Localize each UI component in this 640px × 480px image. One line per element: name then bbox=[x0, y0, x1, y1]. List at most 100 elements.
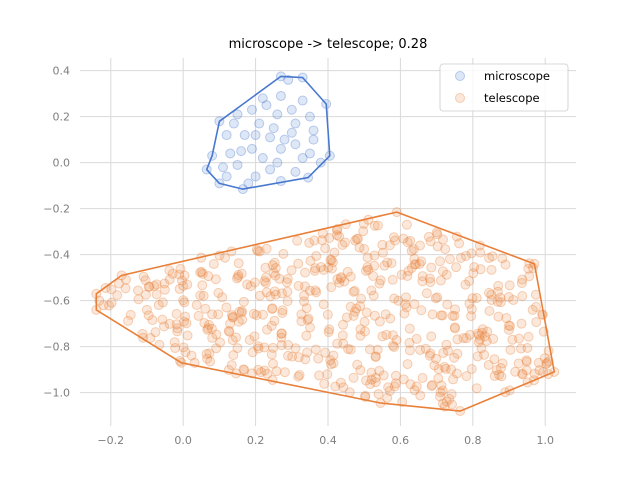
data-point-telescope bbox=[468, 268, 479, 279]
data-point-telescope bbox=[320, 243, 331, 254]
data-point-telescope bbox=[409, 299, 420, 310]
data-point-telescope bbox=[304, 285, 315, 296]
data-point-telescope bbox=[238, 296, 249, 307]
data-point-telescope bbox=[150, 327, 161, 338]
data-point-telescope bbox=[180, 347, 191, 358]
data-point-telescope bbox=[151, 289, 162, 300]
data-point-telescope bbox=[266, 320, 277, 331]
data-point-microscope bbox=[232, 159, 243, 170]
data-point-telescope bbox=[449, 310, 460, 321]
data-point-telescope bbox=[238, 364, 249, 375]
data-point-telescope bbox=[186, 350, 197, 361]
data-point-telescope bbox=[409, 385, 420, 396]
data-point-telescope bbox=[278, 248, 289, 259]
data-point-microscope bbox=[257, 153, 268, 164]
data-point-telescope bbox=[399, 308, 410, 319]
data-point-telescope bbox=[389, 341, 400, 352]
data-point-microscope bbox=[290, 139, 301, 150]
data-point-telescope bbox=[277, 307, 288, 318]
data-point-microscope bbox=[272, 157, 283, 168]
data-point-telescope bbox=[426, 331, 437, 342]
y-tick-label: 0.4 bbox=[53, 65, 71, 78]
x-tick-label: −0.2 bbox=[97, 434, 124, 447]
data-point-telescope bbox=[178, 280, 189, 291]
data-point-telescope bbox=[516, 318, 527, 329]
data-point-telescope bbox=[345, 271, 356, 282]
data-point-telescope bbox=[179, 297, 190, 308]
data-point-telescope bbox=[252, 246, 263, 257]
data-point-telescope bbox=[167, 268, 178, 279]
data-point-telescope bbox=[409, 253, 420, 264]
y-tick-label: −0.6 bbox=[43, 295, 70, 308]
data-point-telescope bbox=[227, 335, 238, 346]
data-point-telescope bbox=[534, 365, 545, 376]
data-point-telescope bbox=[236, 307, 247, 318]
data-point-microscope bbox=[290, 118, 301, 129]
data-point-telescope bbox=[253, 343, 264, 354]
data-point-telescope bbox=[370, 377, 381, 388]
data-point-telescope bbox=[226, 310, 237, 321]
data-point-telescope bbox=[452, 348, 463, 359]
data-point-microscope bbox=[243, 178, 254, 189]
data-point-telescope bbox=[487, 251, 498, 262]
data-point-telescope bbox=[420, 343, 431, 354]
data-point-telescope bbox=[182, 330, 193, 341]
data-point-telescope bbox=[232, 343, 243, 354]
data-point-telescope bbox=[133, 294, 144, 305]
data-point-telescope bbox=[387, 340, 398, 351]
data-point-telescope bbox=[377, 247, 388, 258]
data-point-telescope bbox=[322, 369, 333, 380]
data-point-telescope bbox=[259, 276, 270, 287]
data-point-telescope bbox=[370, 352, 381, 363]
data-point-telescope bbox=[414, 259, 425, 270]
data-point-telescope bbox=[164, 274, 175, 285]
data-point-telescope bbox=[351, 303, 362, 314]
data-point-telescope bbox=[483, 360, 494, 371]
data-point-telescope bbox=[325, 254, 336, 265]
data-point-telescope bbox=[106, 297, 117, 308]
data-point-telescope bbox=[378, 370, 389, 381]
data-point-telescope bbox=[324, 324, 335, 335]
data-point-telescope bbox=[387, 330, 398, 341]
data-point-telescope bbox=[203, 323, 214, 334]
legend-box bbox=[439, 63, 569, 112]
data-point-telescope bbox=[396, 269, 407, 280]
data-point-telescope bbox=[217, 292, 228, 303]
data-point-telescope bbox=[522, 342, 533, 353]
data-point-telescope bbox=[349, 306, 360, 317]
data-point-telescope bbox=[467, 293, 478, 304]
data-point-telescope bbox=[495, 297, 506, 308]
data-point-telescope bbox=[521, 355, 532, 366]
data-point-telescope bbox=[437, 310, 448, 321]
data-point-telescope bbox=[408, 244, 419, 255]
data-point-telescope bbox=[332, 338, 343, 349]
data-point-telescope bbox=[466, 311, 477, 322]
data-point-telescope bbox=[474, 330, 485, 341]
data-point-telescope bbox=[471, 383, 482, 394]
data-point-telescope bbox=[309, 265, 320, 276]
data-point-telescope bbox=[472, 351, 483, 362]
data-point-telescope bbox=[153, 300, 164, 311]
data-point-telescope bbox=[337, 330, 348, 341]
data-point-telescope bbox=[435, 387, 446, 398]
data-point-telescope bbox=[268, 342, 279, 353]
data-point-telescope bbox=[341, 312, 352, 323]
data-point-telescope bbox=[369, 250, 380, 261]
data-point-telescope bbox=[215, 337, 226, 348]
data-point-telescope bbox=[516, 278, 527, 289]
data-point-telescope bbox=[355, 301, 366, 312]
data-point-telescope bbox=[486, 264, 497, 275]
data-point-telescope bbox=[270, 263, 281, 274]
data-point-telescope bbox=[213, 309, 224, 320]
data-point-telescope bbox=[517, 369, 528, 380]
data-point-telescope bbox=[488, 333, 499, 344]
series-telescope bbox=[91, 207, 560, 417]
data-point-telescope bbox=[437, 398, 448, 409]
data-point-telescope bbox=[448, 374, 459, 385]
data-point-telescope bbox=[318, 264, 329, 275]
data-point-telescope bbox=[486, 289, 497, 300]
data-point-telescope bbox=[366, 285, 377, 296]
data-point-telescope bbox=[330, 381, 341, 392]
legend-label-microscope: microscope bbox=[484, 69, 550, 83]
data-point-telescope bbox=[505, 344, 516, 355]
